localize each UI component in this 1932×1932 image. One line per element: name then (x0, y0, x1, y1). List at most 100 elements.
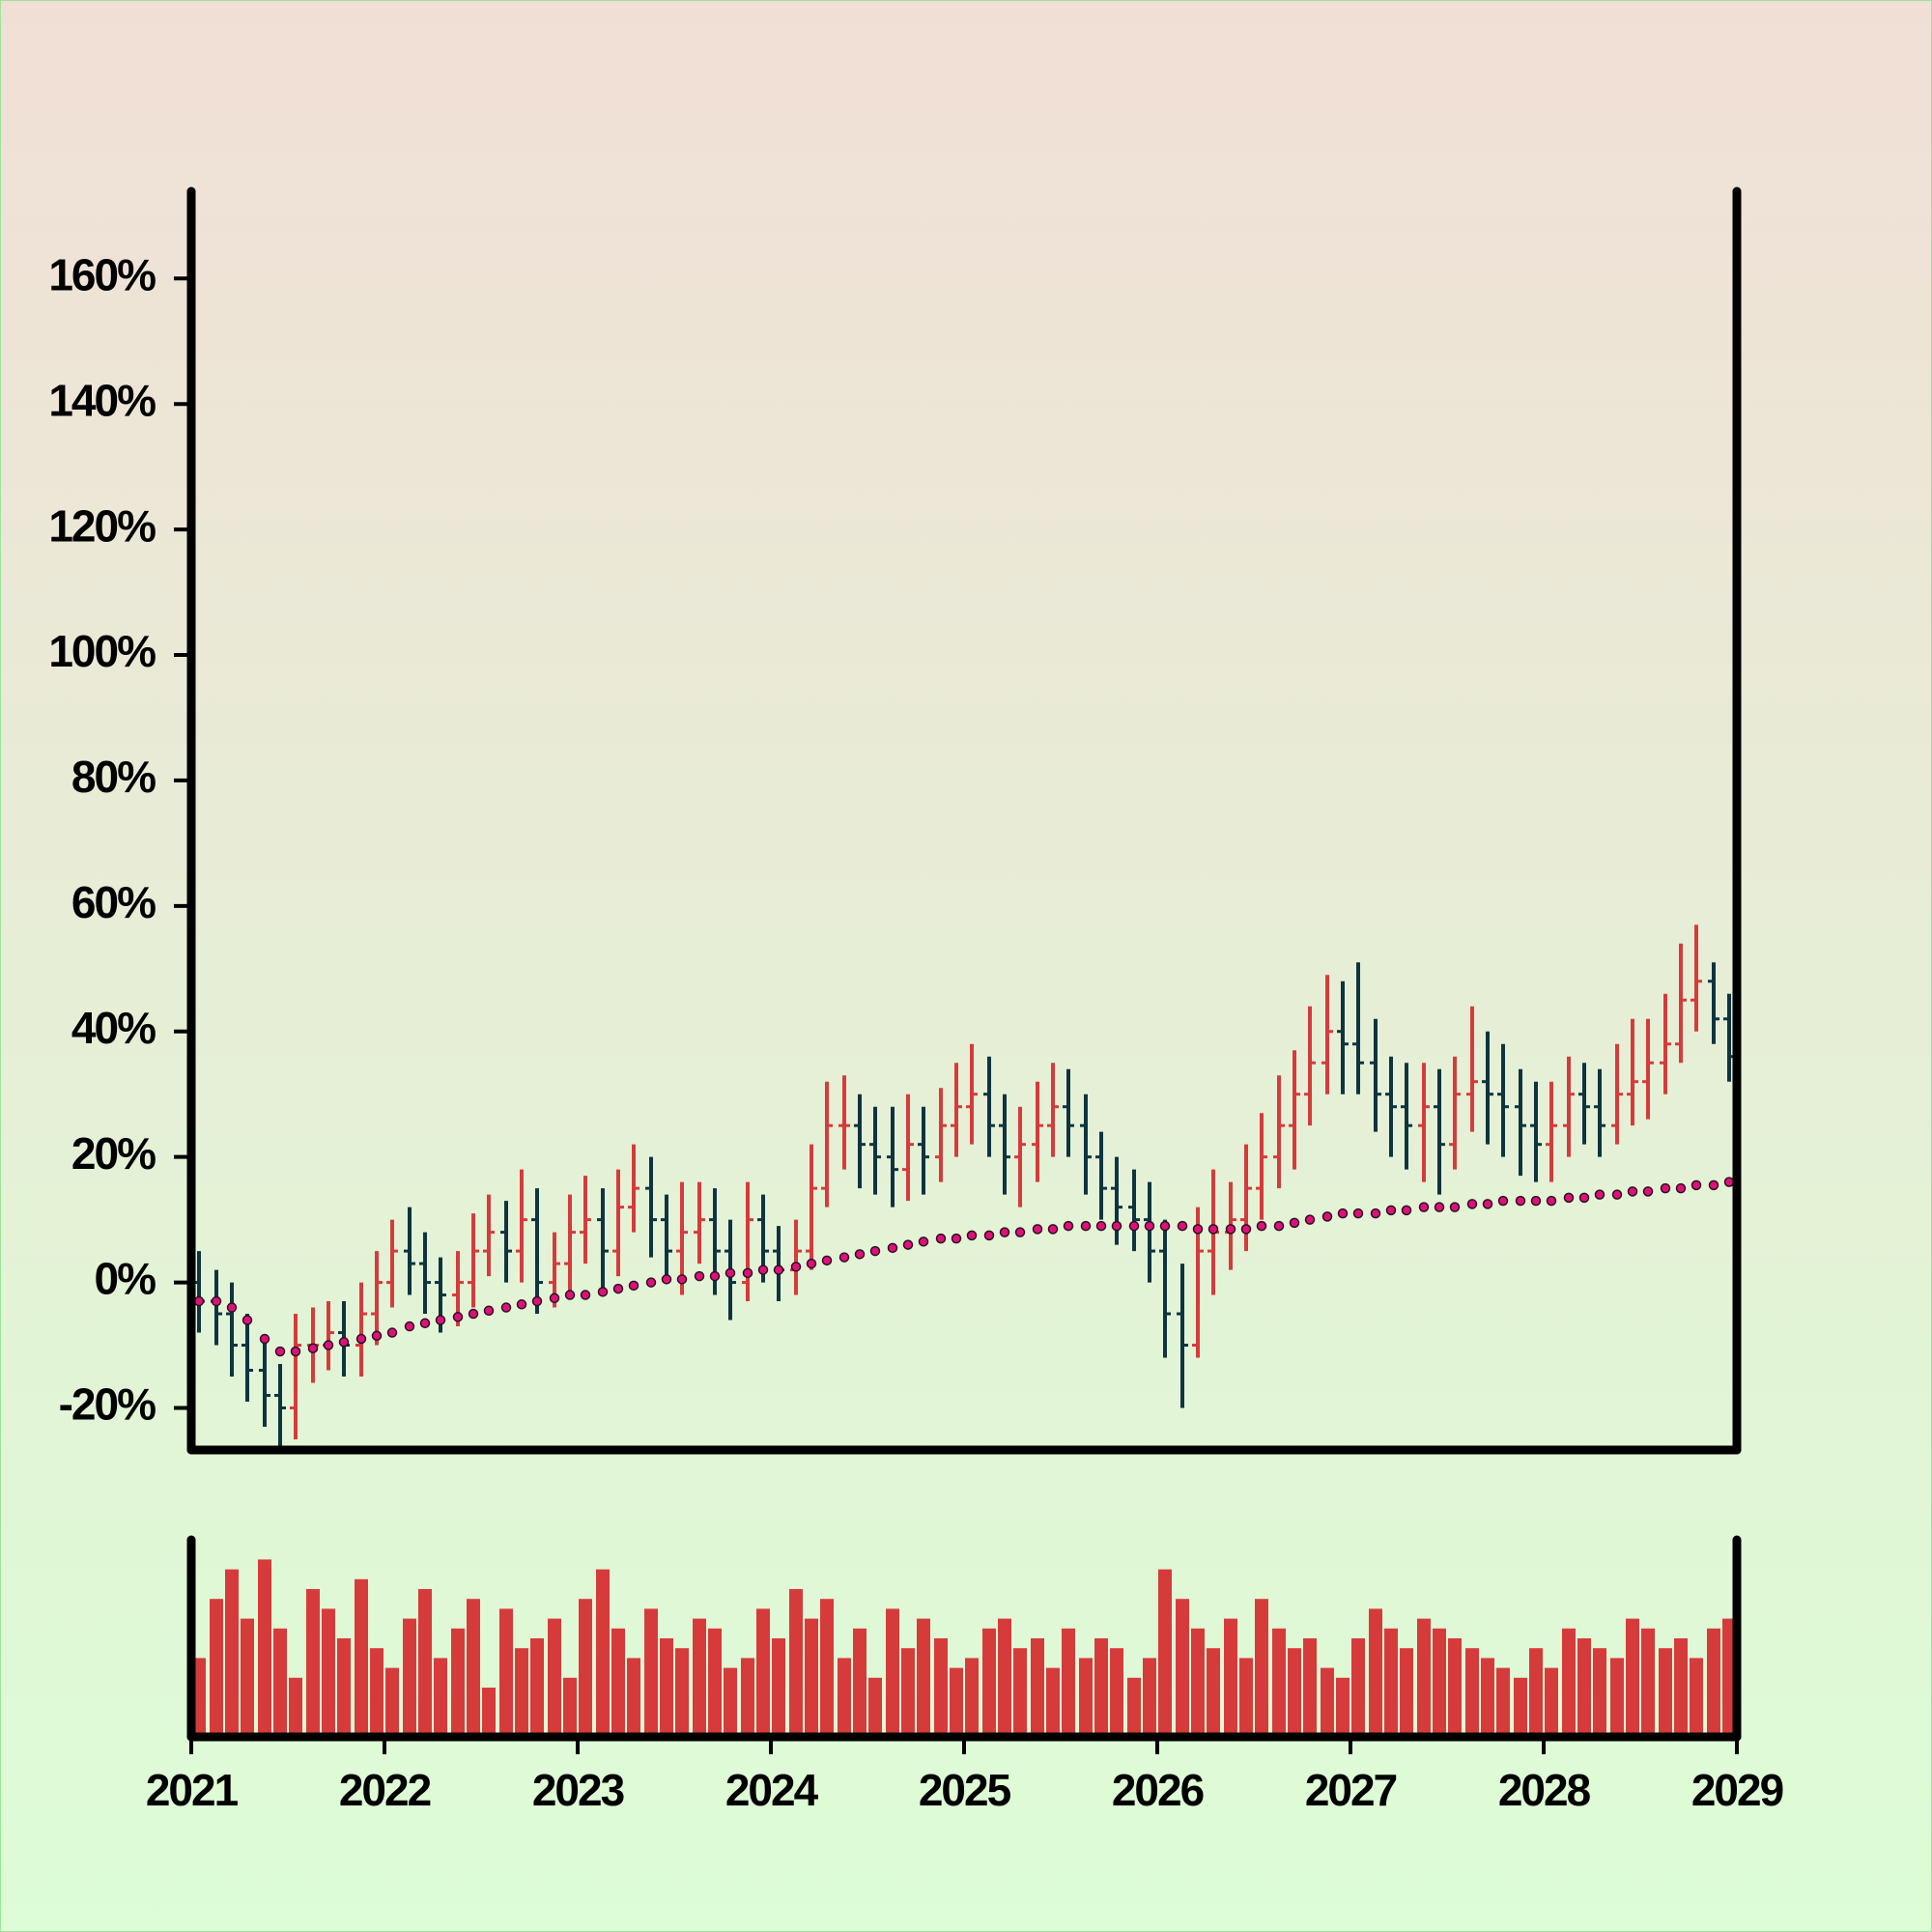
moving-average-point (1177, 1220, 1188, 1232)
moving-average-point (806, 1258, 817, 1269)
volume-bar (515, 1648, 528, 1737)
volume-bar (1143, 1658, 1156, 1737)
volume-bar (1094, 1638, 1108, 1737)
moving-average-point (790, 1262, 802, 1272)
volume-bar (1351, 1638, 1365, 1737)
volume-bar (1110, 1648, 1123, 1737)
moving-average-point (1063, 1220, 1074, 1232)
moving-average-point (1208, 1224, 1219, 1235)
volume-bar (1336, 1677, 1350, 1737)
y-tick-label: 160% (48, 249, 156, 299)
x-tick-label: 2023 (532, 1765, 624, 1815)
volume-bar (772, 1638, 785, 1737)
moving-average-point (821, 1255, 833, 1266)
moving-average-point (1466, 1199, 1478, 1209)
volume-bar (467, 1599, 480, 1737)
volume-bar (756, 1608, 770, 1737)
volume-bar (1641, 1628, 1655, 1737)
moving-average-point (902, 1239, 914, 1250)
moving-average-point (694, 1270, 705, 1282)
y-tick-label: -20% (59, 1379, 156, 1430)
x-tick-label: 2028 (1498, 1765, 1591, 1815)
moving-average-point (1014, 1227, 1026, 1237)
volume-bar (241, 1618, 254, 1737)
moving-average-point (1708, 1179, 1719, 1191)
moving-average-point (371, 1330, 383, 1342)
volume-bar (273, 1628, 287, 1737)
moving-average-point (1144, 1220, 1155, 1232)
moving-average-point (386, 1327, 398, 1338)
moving-average-point (1370, 1208, 1381, 1219)
moving-average-point (1434, 1202, 1445, 1212)
volume-bar (1239, 1658, 1253, 1737)
volume-bar (693, 1618, 706, 1737)
volume-bar (611, 1628, 625, 1737)
volume-bar (1545, 1667, 1558, 1737)
moving-average-point (773, 1264, 784, 1275)
moving-average-point (724, 1267, 736, 1279)
volume-bar (1321, 1667, 1334, 1737)
moving-average-point (1690, 1179, 1702, 1191)
volume-bar (1659, 1648, 1672, 1737)
volume-bar (805, 1618, 818, 1737)
volume-bar (1384, 1628, 1398, 1737)
volume-bar (1272, 1628, 1286, 1737)
moving-average-point (1401, 1205, 1412, 1216)
volume-bar (1465, 1648, 1479, 1737)
moving-average-point (500, 1302, 512, 1313)
volume-bar (1224, 1618, 1237, 1737)
volume-bar (403, 1618, 416, 1737)
volume-bar (1046, 1667, 1060, 1737)
moving-average-point (1660, 1182, 1671, 1194)
volume-bar (1707, 1628, 1720, 1737)
moving-average-point (452, 1312, 464, 1322)
volume-bar (1674, 1638, 1688, 1737)
moving-average-point (628, 1280, 639, 1292)
moving-average-point (468, 1308, 479, 1320)
moving-average-point (597, 1287, 609, 1297)
volume-bar (1690, 1658, 1703, 1737)
moving-average-point (612, 1283, 624, 1294)
moving-average-point (419, 1318, 431, 1329)
y-tick-label: 20% (71, 1128, 156, 1179)
moving-average-point (1095, 1220, 1107, 1232)
moving-average-point (549, 1293, 560, 1304)
volume-bar (563, 1677, 577, 1737)
volume-bar (1158, 1569, 1172, 1737)
moving-average-point (404, 1321, 415, 1332)
volume-bar (1400, 1648, 1413, 1737)
volume-bar (917, 1618, 930, 1737)
volume-bar (1369, 1608, 1382, 1737)
moving-average-point (338, 1337, 350, 1348)
moving-average-point (516, 1299, 527, 1310)
volume-bar (289, 1677, 302, 1737)
volume-bar (451, 1628, 465, 1737)
x-tick-label: 2021 (146, 1765, 239, 1815)
volume-bar (820, 1599, 834, 1737)
volume-bar (998, 1618, 1011, 1737)
moving-average-point (1546, 1195, 1557, 1207)
volume-bar (482, 1688, 496, 1737)
volume-bar (1417, 1618, 1431, 1737)
volume-bar (838, 1658, 851, 1737)
y-tick-label: 80% (71, 752, 156, 802)
moving-average-point (1563, 1192, 1575, 1204)
moving-average-point (1111, 1220, 1122, 1232)
volume-bar (322, 1608, 335, 1737)
moving-average-point (1047, 1224, 1059, 1235)
moving-average-point (1675, 1182, 1687, 1194)
volume-bar (499, 1608, 513, 1737)
volume-bar (660, 1638, 673, 1737)
moving-average-point (869, 1245, 881, 1257)
volume-bar (1577, 1638, 1591, 1737)
volume-bar (724, 1667, 737, 1737)
volume-bar (225, 1569, 239, 1737)
moving-average-point (709, 1270, 721, 1282)
moving-average-point (1385, 1205, 1397, 1216)
volume-bar (1529, 1648, 1543, 1737)
volume-bar (579, 1599, 592, 1737)
volume-bar (1448, 1638, 1462, 1737)
volume-bar (1626, 1618, 1639, 1737)
volume-bar (1496, 1667, 1510, 1737)
x-tick-label: 2029 (1691, 1765, 1783, 1815)
